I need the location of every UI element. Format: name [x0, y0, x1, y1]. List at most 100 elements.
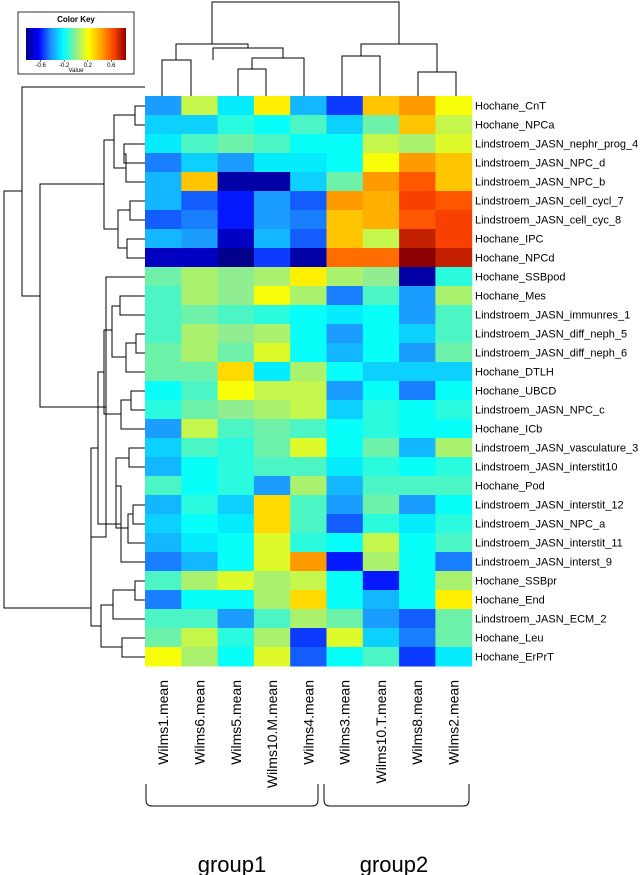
heatmap-cell [435, 248, 473, 268]
heatmap-cell [362, 286, 400, 306]
heatmap-cell [362, 134, 400, 154]
heatmap-cell [362, 590, 400, 610]
heatmap-cell [399, 647, 436, 667]
heatmap-cell [145, 305, 182, 325]
heatmap-cell [145, 476, 182, 496]
heatmap-cell [217, 153, 255, 173]
heatmap-cell [181, 267, 219, 287]
heatmap-cell [145, 153, 182, 173]
heatmap-cell [290, 590, 327, 610]
heatmap-cell [181, 476, 219, 496]
heatmap-cell [326, 115, 364, 135]
row-label: Hochane_Mes [475, 291, 546, 303]
heatmap-cell [399, 153, 436, 173]
heatmap-cell [435, 210, 473, 230]
heatmap-cell [290, 609, 327, 629]
heatmap-cell [362, 571, 400, 591]
heatmap-cell [362, 514, 400, 534]
row-label: Hochane_Leu [475, 633, 544, 645]
heatmap-cell [326, 609, 364, 629]
heatmap-cell [253, 514, 291, 534]
heatmap-cell [435, 362, 473, 382]
heatmap-cell [326, 191, 364, 211]
color-key-tick-label: -0.6 [36, 63, 47, 69]
heatmap-cell [145, 419, 182, 439]
heatmap-cell [145, 590, 182, 610]
heatmap-cell [253, 115, 291, 135]
heatmap-cell [145, 457, 182, 477]
heatmap-cell [253, 628, 291, 648]
heatmap-cell [217, 590, 255, 610]
heatmap-cell [253, 191, 291, 211]
heatmap-cell [435, 590, 473, 610]
heatmap-cell [145, 286, 182, 306]
heatmap-cell [290, 191, 327, 211]
heatmap-cell [217, 419, 255, 439]
heatmap-cell [362, 305, 400, 325]
heatmap-cell [253, 571, 291, 591]
heatmap-cell [217, 305, 255, 325]
heatmap-cell [362, 495, 400, 515]
heatmap-cell [217, 229, 255, 249]
heatmap-cell [217, 381, 255, 401]
heatmap-cell [145, 438, 182, 458]
heatmap-cell [326, 362, 364, 382]
heatmap-cell [181, 286, 219, 306]
heatmap-cell [253, 590, 291, 610]
heatmap-cell [145, 400, 182, 420]
heatmap-cell [290, 172, 327, 192]
heatmap-cell [399, 590, 436, 610]
heatmap-cell [217, 476, 255, 496]
row-label: Hochane_End [475, 595, 545, 607]
row-label: Lindstroem_JASN_interst_9 [475, 557, 612, 569]
color-key-title: Color Key [57, 15, 95, 24]
row-label: Lindstroem_JASN_interstit_12 [475, 500, 624, 512]
row-labels: Hochane_CnT Hochane_NPCa Lindstroem_JASN_n… [475, 101, 638, 664]
heatmap-cell [399, 267, 436, 287]
row-label: Lindstroem_JASN_NPC_b [475, 177, 605, 189]
heatmap-cell [435, 286, 473, 306]
heatmap-cell [362, 381, 400, 401]
heatmap-cell [181, 590, 219, 610]
heatmap-cell [217, 248, 255, 268]
heatmap-cell [326, 305, 364, 325]
heatmap-cell [217, 400, 255, 420]
heatmap-cell [362, 324, 400, 344]
column-dendrogram [161, 1, 457, 96]
heatmap-cell [399, 324, 436, 344]
heatmap-cell [181, 191, 219, 211]
heatmap-cell [181, 115, 219, 135]
heatmap-cell [326, 495, 364, 515]
heatmap-cell [399, 438, 436, 458]
heatmap-cell [290, 362, 327, 382]
heatmap-cell [145, 495, 182, 515]
row-label: Hochane_SSBpod [475, 272, 566, 284]
heatmap-cell [290, 153, 327, 173]
heatmap-cell [253, 438, 291, 458]
row-label: Lindstroem_JASN_interstit10 [475, 462, 617, 474]
row-label: Hochane_UBCD [475, 386, 556, 398]
row-label: Lindstroem_JASN_interstit_11 [475, 538, 623, 550]
row-label: Hochane_IPC [475, 234, 544, 246]
heatmap-cell [145, 248, 182, 268]
color-key-gradient [26, 28, 126, 60]
heatmap-cell [217, 172, 255, 192]
heatmap-cell [217, 362, 255, 382]
heatmap-cell [326, 552, 364, 572]
heatmap-cell [290, 514, 327, 534]
heatmap-cell [362, 438, 400, 458]
heatmap-cell [181, 609, 219, 629]
heatmap-cell [362, 628, 400, 648]
heatmap-cell [326, 381, 364, 401]
heatmap-cell [253, 647, 291, 667]
group1-label: group1 [198, 852, 267, 875]
heatmap-cell [326, 153, 364, 173]
heatmap-cell [181, 647, 219, 667]
row-label: Lindstroem_JASN_nephr_prog_4 [475, 139, 638, 151]
heatmap-cell [399, 400, 436, 420]
heatmap-cell [362, 229, 400, 249]
heatmap-cell [217, 552, 255, 572]
heatmap-cell [399, 248, 436, 268]
heatmap-cell [326, 533, 364, 553]
heatmap-cell [181, 229, 219, 249]
